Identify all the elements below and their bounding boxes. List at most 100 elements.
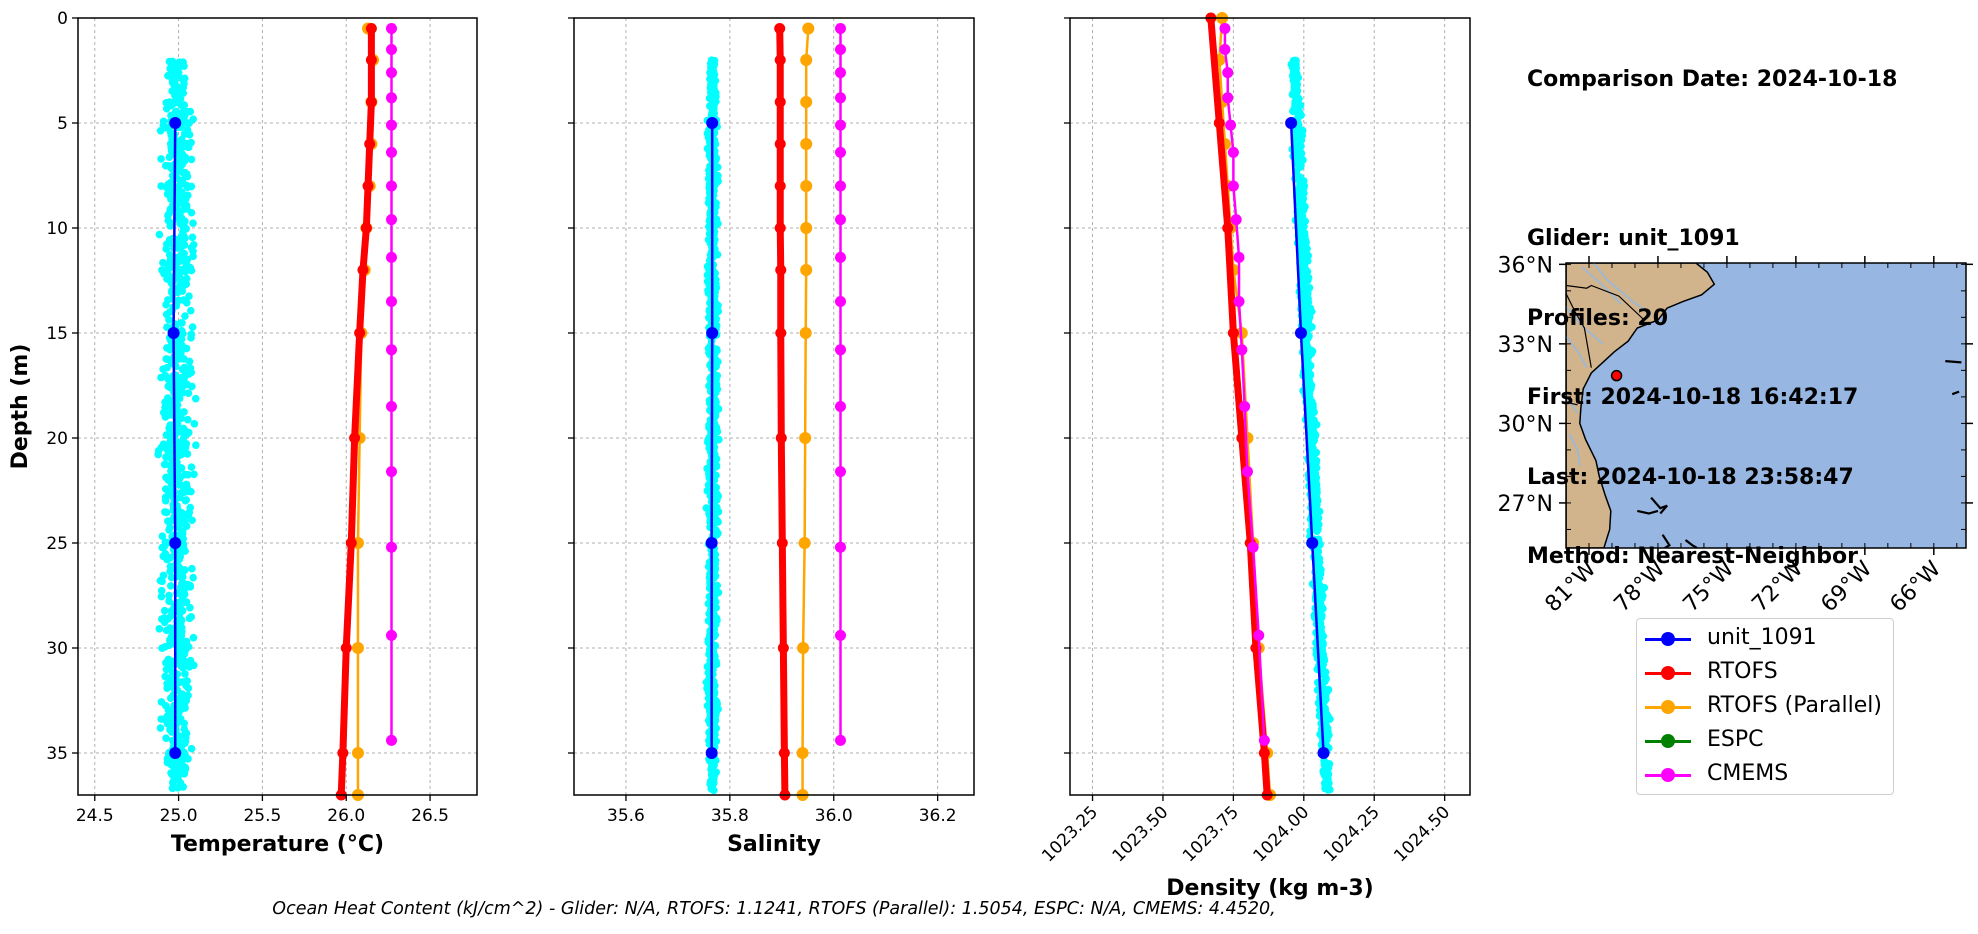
glider-raw-point — [173, 420, 182, 428]
glider-raw-point — [1296, 173, 1305, 182]
glider-raw-point — [702, 504, 711, 512]
series-point-cmems — [386, 401, 397, 412]
glider-raw-point — [178, 188, 186, 196]
glider-raw-point — [191, 394, 200, 403]
glider-raw-point — [179, 510, 187, 519]
glider-raw-point — [1318, 647, 1326, 655]
map-border — [1566, 401, 1578, 406]
legend-box: unit_1091 RTOFS RTOFS (Parallel) ESPC CM… — [1636, 618, 1894, 795]
glider-raw-point — [156, 724, 165, 732]
series-unit-1091 — [1285, 117, 1330, 759]
glider-raw-point — [168, 784, 177, 793]
series-point-cmems — [1233, 251, 1245, 263]
series-point-rtofs-parallel — [797, 642, 810, 654]
x-axis-label: Salinity — [727, 832, 821, 857]
series-line-unit-1091 — [710, 123, 714, 753]
glider-raw-point — [710, 101, 718, 109]
y-tick-label: 0 — [57, 9, 68, 29]
glider-raw-point — [164, 491, 173, 499]
glider-raw-point — [170, 81, 179, 90]
series-point-rtofs-parallel — [800, 222, 813, 234]
x-tick-label: 35.6 — [607, 806, 645, 826]
y-tick-label: 25 — [46, 534, 68, 554]
series-point-rtofs — [774, 138, 786, 150]
series-line-rtofs — [1207, 17, 1271, 796]
glider-raw-point — [1311, 477, 1320, 485]
glider-raw-point — [165, 98, 174, 106]
series-point-cmems — [834, 44, 846, 55]
map-island — [1650, 496, 1668, 515]
series-point-rtofs — [365, 96, 377, 108]
series-line-unit-1091 — [1289, 122, 1325, 754]
series-point-unit-1091 — [1306, 537, 1319, 549]
glider-raw-point — [162, 508, 171, 517]
glider-raw-point — [184, 470, 192, 479]
series-point-rtofs — [365, 23, 377, 34]
glider-raw-point — [1295, 130, 1304, 139]
series-point-cmems — [834, 146, 846, 158]
series-point-cmems — [1236, 344, 1248, 356]
glider-raw-point — [157, 715, 166, 723]
glider-raw-point — [178, 388, 187, 397]
first-time-text: First: 2024-10-18 16:42:17 — [1527, 385, 1859, 410]
glider-raw-point — [161, 496, 170, 505]
series-point-unit-1091 — [169, 537, 182, 549]
x-tick-label: 1023.50 — [1109, 802, 1173, 866]
glider-raw-point — [158, 577, 166, 586]
x-tick-label: 36.2 — [919, 806, 957, 826]
glider-raw-point — [161, 161, 170, 170]
series-point-rtofs — [1227, 327, 1239, 339]
last-time-text: Last: 2024-10-18 23:58:47 — [1527, 464, 1854, 490]
glider-raw-point — [175, 240, 183, 249]
series-point-rtofs — [357, 264, 369, 276]
series-point-cmems — [386, 251, 397, 263]
x-tick-label: 26.0 — [327, 806, 365, 826]
glider-raw-point — [182, 280, 191, 289]
glider-raw-point — [176, 614, 184, 623]
map-lat-label: 27°N — [1498, 492, 1553, 517]
x-tick-label: 1024.00 — [1249, 802, 1313, 866]
series-line-unit-1091 — [172, 122, 177, 753]
glider-name-text: Glider: unit_1091 — [1527, 226, 1740, 251]
glider-raw-point — [159, 571, 168, 580]
series-point-cmems — [834, 23, 846, 34]
series-line-cmems — [1223, 28, 1266, 741]
glider-raw-point — [188, 323, 197, 331]
legend-item-glider: unit_1091 — [1637, 623, 1893, 657]
series-point-cmems — [834, 180, 846, 192]
series-point-rtofs — [349, 432, 361, 444]
glider-raw-point — [1314, 525, 1322, 534]
glider-raw-point — [161, 485, 170, 493]
glider-raw-point — [161, 123, 170, 132]
glider-raw-point — [190, 470, 198, 479]
series-point-unit-1091 — [167, 327, 180, 339]
glider-raw-point — [166, 562, 175, 571]
glider-raw-point — [712, 483, 721, 492]
glider-raw-point — [712, 398, 720, 406]
map-river — [1566, 335, 1588, 369]
y-tick-label: 20 — [46, 429, 68, 449]
glider-raw-point — [176, 480, 184, 489]
legend-item-cmems: CMEMS — [1637, 759, 1893, 793]
map-island — [1945, 360, 1962, 364]
map-river — [1592, 263, 1652, 316]
glider-raw-point — [187, 463, 196, 471]
legend-item-rtofs-parallel: RTOFS (Parallel) — [1637, 691, 1893, 725]
glider-raw-point — [706, 68, 714, 77]
glider-raw-point — [177, 232, 186, 241]
glider-raw-point — [165, 591, 173, 600]
series-point-cmems — [834, 401, 846, 412]
glider-raw-point — [171, 108, 180, 116]
series-point-cmems — [386, 466, 397, 478]
panel-1: 24.5 25.0 25.5 26.0 26.5 0 5 10 15 20 25 30 35 Temper… — [8, 9, 478, 857]
series-point-rtofs — [337, 747, 349, 759]
glider-raw-point — [189, 219, 197, 227]
series-point-cmems — [386, 214, 397, 226]
series-cmems — [1219, 23, 1270, 746]
glider-raw-point — [154, 450, 162, 459]
glider-raw-point — [182, 439, 191, 448]
glider-raw-point — [703, 464, 711, 473]
glider-raw-point — [184, 659, 193, 668]
glider-raw-point — [712, 737, 721, 745]
glider-raw-point — [160, 269, 168, 278]
